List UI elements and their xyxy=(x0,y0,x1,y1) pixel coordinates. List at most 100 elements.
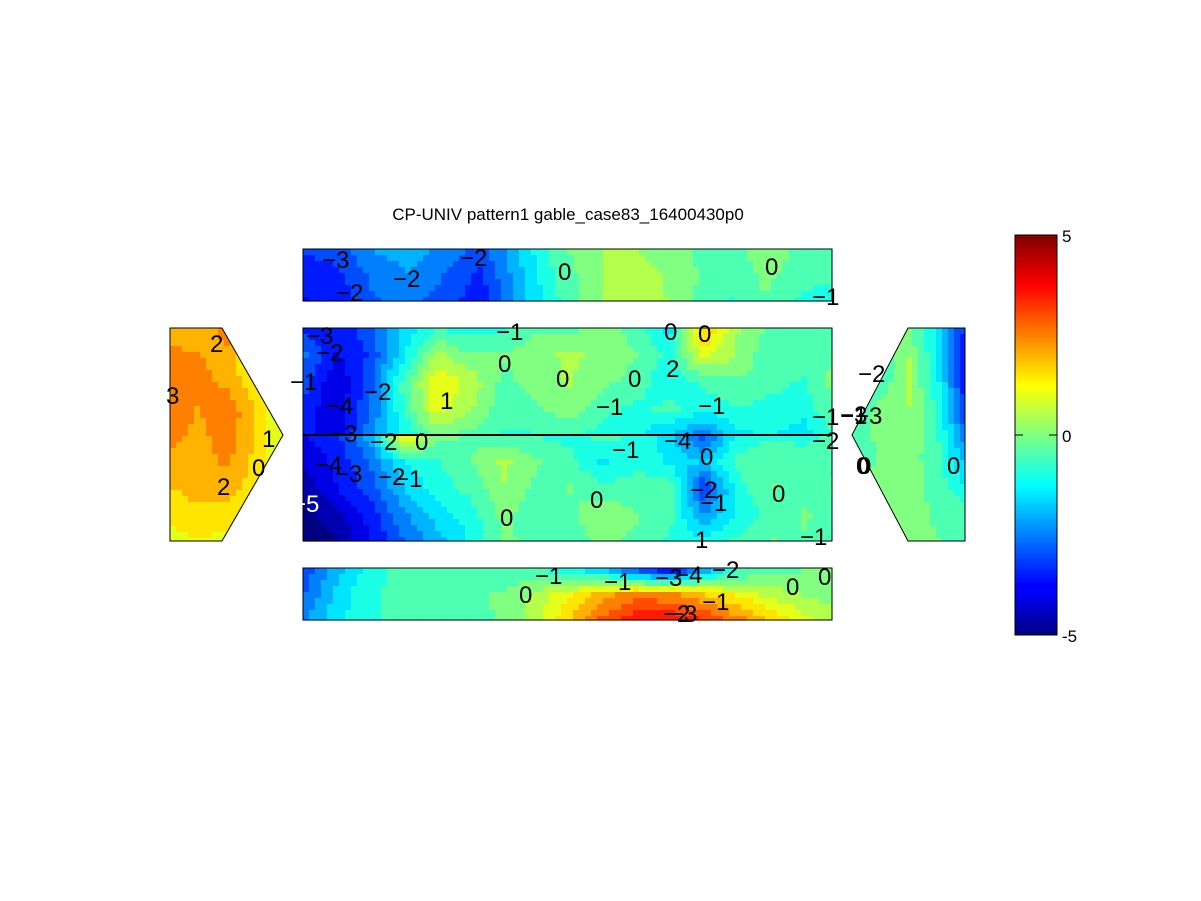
contour-cell xyxy=(477,358,484,365)
contour-cell xyxy=(447,537,454,542)
contour-cell xyxy=(507,273,514,280)
contour-cell xyxy=(639,279,646,286)
contour-cell xyxy=(345,340,352,347)
contour-cell xyxy=(333,430,340,436)
contour-cell xyxy=(453,537,460,542)
contour-cell xyxy=(345,519,352,526)
contour-cell xyxy=(573,447,580,454)
contour-cell xyxy=(495,388,502,395)
contour-cell xyxy=(579,598,586,605)
contour-cell xyxy=(657,525,664,532)
contour-cell xyxy=(333,382,340,389)
contour-cell xyxy=(609,568,616,575)
contour-cell xyxy=(729,418,736,425)
contour-cell xyxy=(531,388,538,395)
contour-cell xyxy=(597,537,604,542)
contour-cell xyxy=(825,370,832,377)
contour-cell xyxy=(657,328,664,335)
contour-cell xyxy=(351,285,358,292)
contour-cell xyxy=(495,297,502,302)
contour-cell xyxy=(735,370,742,377)
contour-cell xyxy=(375,453,382,460)
contour-cell xyxy=(447,370,454,377)
contour-cell xyxy=(657,412,664,419)
contour-cell xyxy=(345,471,352,478)
contour-cell xyxy=(645,376,652,383)
contour-cell xyxy=(471,459,478,466)
contour-cell xyxy=(573,346,580,353)
contour-cell xyxy=(525,519,532,526)
contour-cell xyxy=(675,459,682,466)
contour-cell xyxy=(489,574,496,581)
contour-cell xyxy=(549,412,556,419)
contour-cell xyxy=(657,513,664,520)
contour-cell xyxy=(651,586,658,593)
contour-cell xyxy=(441,568,448,575)
contour-cell xyxy=(657,616,664,621)
contour-cell xyxy=(369,297,376,302)
contour-cell xyxy=(591,261,598,268)
contour-cell xyxy=(801,489,808,496)
contour-cell xyxy=(561,412,568,419)
contour-cell xyxy=(741,430,748,436)
contour-cell xyxy=(327,267,334,274)
contour-cell xyxy=(699,340,706,347)
contour-cell xyxy=(423,568,430,575)
contour-cell xyxy=(483,261,490,268)
contour-cell xyxy=(519,580,526,587)
contour-cell xyxy=(741,352,748,359)
contour-cell xyxy=(453,376,460,383)
contour-cell xyxy=(795,574,802,581)
contour-cell xyxy=(357,334,364,341)
contour-cell xyxy=(495,376,502,383)
contour-cell xyxy=(603,525,610,532)
contour-cell xyxy=(663,279,670,286)
contour-cell xyxy=(591,598,598,605)
contour-cell xyxy=(537,586,544,593)
contour-cell xyxy=(723,616,730,621)
contour-cell xyxy=(819,513,826,520)
contour-cell xyxy=(471,334,478,341)
contour-cell xyxy=(825,388,832,395)
contour-cell xyxy=(627,424,634,431)
contour-cell xyxy=(483,279,490,286)
contour-cell xyxy=(405,267,412,274)
contour-cell xyxy=(693,388,700,395)
contour-cell xyxy=(399,592,406,599)
contour-cell xyxy=(423,483,430,490)
contour-cell xyxy=(783,471,790,478)
contour-cell xyxy=(705,291,712,298)
contour-cell xyxy=(351,616,358,621)
contour-cell xyxy=(513,616,520,621)
contour-cell xyxy=(513,501,520,508)
contour-cell xyxy=(657,400,664,407)
contour-cell xyxy=(795,598,802,605)
contour-cell xyxy=(717,513,724,520)
contour-cell xyxy=(609,340,616,347)
contour-cell xyxy=(399,418,406,425)
contour-cell xyxy=(663,328,670,335)
contour-cell xyxy=(759,412,766,419)
contour-cell xyxy=(519,586,526,593)
contour-cell xyxy=(555,616,562,621)
contour-cell xyxy=(206,358,213,365)
contour-cell xyxy=(615,418,622,425)
contour-cell xyxy=(381,328,388,335)
contour-cell xyxy=(741,334,748,341)
contour-cell xyxy=(753,291,760,298)
contour-cell xyxy=(717,273,724,280)
contour-cell xyxy=(387,261,394,268)
contour-cell xyxy=(735,249,742,256)
contour-cell xyxy=(717,340,724,347)
contour-cell xyxy=(711,267,718,274)
contour-cell xyxy=(327,352,334,359)
contour-cell xyxy=(819,598,826,605)
contour-cell xyxy=(224,352,231,359)
contour-cell xyxy=(777,334,784,341)
contour-cell xyxy=(489,382,496,389)
contour-cell xyxy=(176,334,183,341)
contour-cell xyxy=(357,604,364,611)
contour-cell xyxy=(363,495,370,502)
contour-cell xyxy=(465,291,472,298)
contour-cell xyxy=(176,358,183,365)
